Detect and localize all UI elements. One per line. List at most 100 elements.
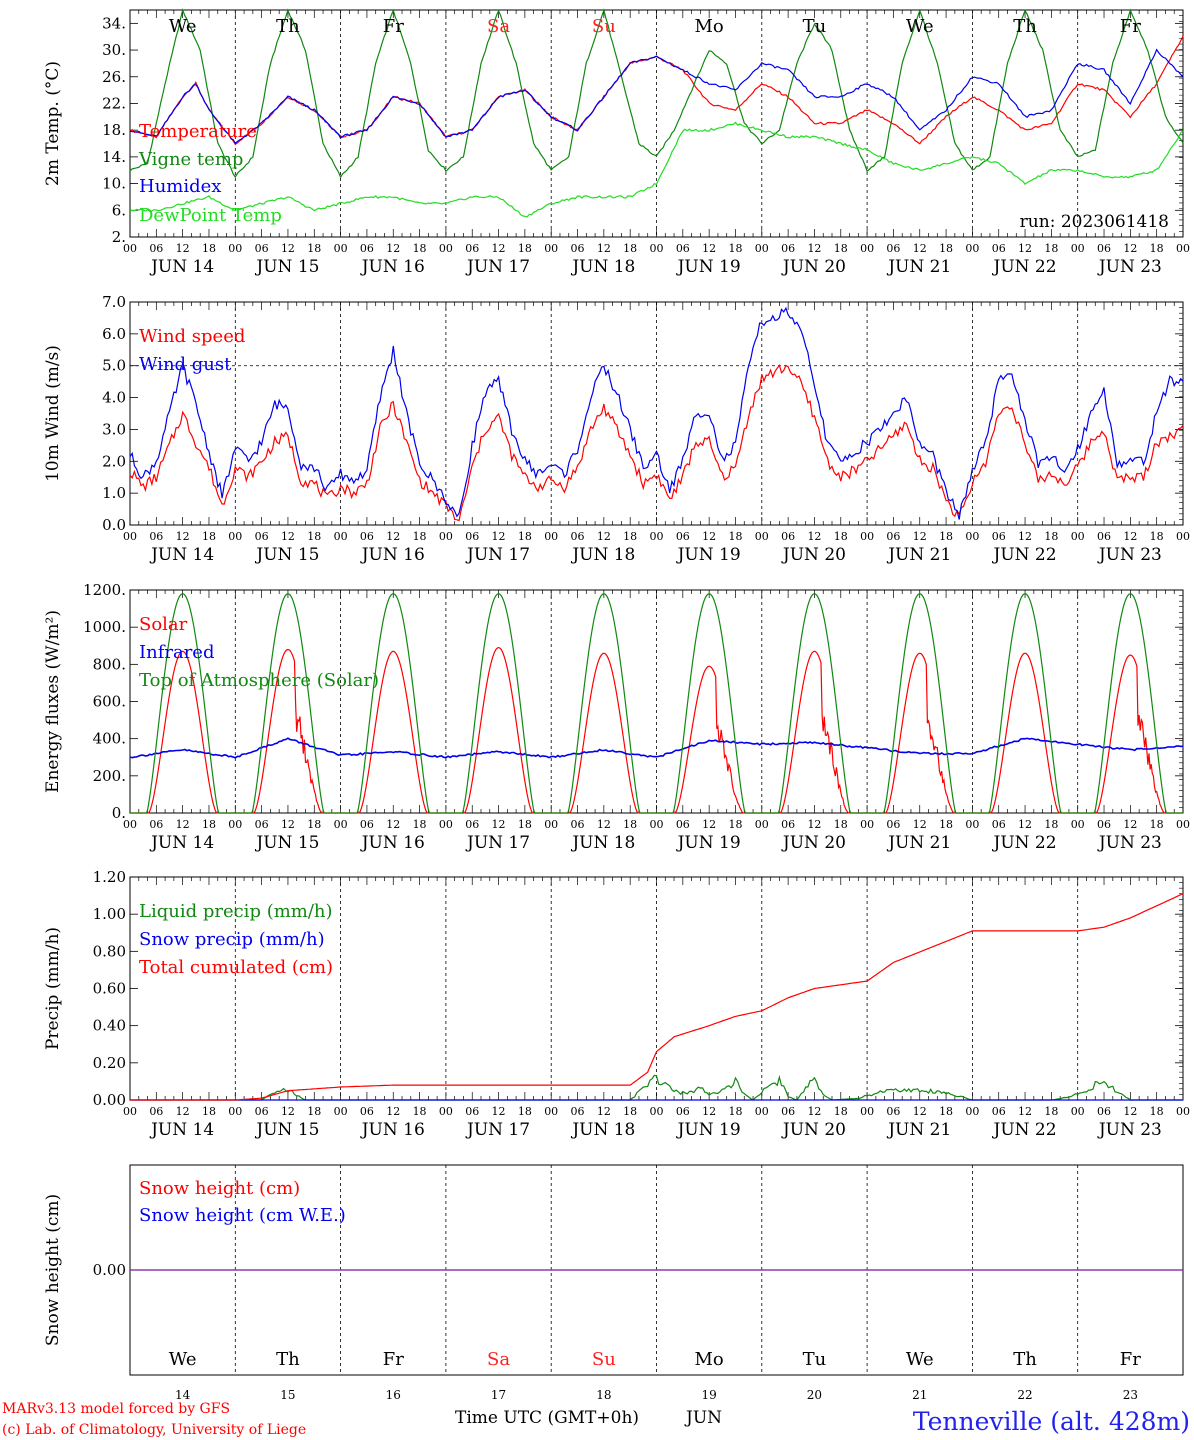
hour-tick-label: 12 (492, 818, 506, 831)
hour-tick-label: 12 (176, 530, 190, 543)
hour-tick-label: 06 (149, 242, 163, 255)
date-tick-label: JUN 14 (149, 1120, 214, 1140)
day-number-label: 17 (491, 1388, 506, 1402)
day-number-label: 23 (1123, 1388, 1138, 1402)
hour-tick-label: 12 (386, 1105, 400, 1118)
hour-tick-label: 00 (544, 530, 558, 543)
date-tick-label: JUN 14 (149, 257, 214, 277)
hour-tick-label: 12 (807, 1105, 821, 1118)
hour-tick-label: 00 (860, 1105, 874, 1118)
hour-tick-label: 12 (281, 818, 295, 831)
hour-tick-label: 00 (965, 1105, 979, 1118)
date-tick-label: JUN 20 (781, 833, 846, 853)
run-annotation: run: 2023061418 (1020, 212, 1169, 232)
hour-tick-label: 12 (913, 818, 927, 831)
hour-tick-label: 18 (834, 242, 848, 255)
weekday-label-bottom: Fr (383, 1349, 404, 1370)
series-wind-speed (129, 363, 1184, 522)
hour-tick-label: 12 (281, 1105, 295, 1118)
legend-label: Snow precip (mm/h) (139, 929, 325, 950)
hour-tick-label: 06 (992, 818, 1006, 831)
hour-tick-label: 18 (1150, 1105, 1164, 1118)
hour-tick-label: 18 (413, 530, 427, 543)
day-number-label: 20 (807, 1388, 822, 1402)
date-tick-label: JUN 18 (570, 1120, 635, 1140)
legend-label: Infrared (139, 642, 214, 663)
legend-label: Humidex (139, 176, 221, 197)
y-axis-label: Snow height (cm) (43, 1194, 63, 1346)
weekday-label-top: We (906, 16, 934, 37)
date-tick-label: JUN 15 (254, 545, 319, 565)
hour-tick-label: 12 (492, 530, 506, 543)
y-axis-label: Energy fluxes (W/m²) (43, 610, 63, 793)
day-number-label: 22 (1017, 1388, 1032, 1402)
hour-tick-label: 18 (518, 530, 532, 543)
day-number-label: 16 (386, 1388, 401, 1402)
hour-tick-label: 06 (571, 242, 585, 255)
y-tick-label: 0.0 (102, 516, 126, 534)
hour-tick-label: 00 (439, 530, 453, 543)
series-group (130, 893, 1184, 1101)
legend-label: Snow height (cm) (139, 1178, 300, 1199)
hour-tick-label: 12 (597, 818, 611, 831)
day-number-label: 21 (912, 1388, 927, 1402)
y-axis-label: 10m Wind (m/s) (43, 345, 63, 482)
hour-tick-label: 12 (597, 530, 611, 543)
y-minor-ticks (1179, 589, 1183, 814)
hour-tick-label: 06 (465, 1105, 479, 1118)
weekday-label-bottom: Fr (1120, 1349, 1141, 1370)
hour-tick-label: 12 (1018, 1105, 1032, 1118)
date-tick-label: JUN 14 (149, 833, 214, 853)
y-tick-label: 0.80 (93, 942, 126, 960)
hour-tick-label: 18 (1150, 530, 1164, 543)
snow-panel-day-row: We 14 Th 15 Fr 16 Sa 17 Su 18 Mo 19 Tu 20 We 21 Th 22 Fr 23 (169, 1349, 1141, 1402)
hour-tick-label: 00 (650, 1105, 664, 1118)
date-tick-label: JUN 23 (1097, 545, 1162, 565)
y-minor-ticks (1179, 876, 1183, 1101)
hour-tick-label: 12 (176, 1105, 190, 1118)
hour-tick-label: 00 (1176, 1105, 1190, 1118)
weekday-label-top: Fr (1120, 16, 1141, 37)
date-tick-label: JUN 22 (992, 545, 1057, 565)
y-tick-label: 18. (102, 121, 126, 139)
y-tick-label: 26. (102, 68, 126, 86)
hour-tick-label: 06 (886, 530, 900, 543)
hour-tick-label: 12 (1123, 818, 1137, 831)
hour-tick-label: 00 (860, 242, 874, 255)
hour-tick-label: 00 (860, 818, 874, 831)
date-tick-label: JUN 23 (1097, 833, 1162, 853)
y-tick-label: 0.60 (93, 980, 126, 998)
weekday-label-top: Th (276, 16, 300, 37)
weekday-label-bottom: Tu (803, 1349, 827, 1370)
day-number-label: 14 (175, 1388, 191, 1402)
hour-tick-label: 12 (913, 242, 927, 255)
y-tick-label: 800. (93, 655, 126, 673)
hour-tick-label: 18 (307, 818, 321, 831)
weekday-label-bottom: We (906, 1349, 934, 1370)
weekday-label-bottom: We (169, 1349, 197, 1370)
date-tick-label: JUN 15 (254, 833, 319, 853)
hour-tick-label: 00 (334, 530, 348, 543)
hour-tick-label: 12 (702, 818, 716, 831)
y-tick-label: 2. (112, 228, 126, 246)
hour-tick-label: 18 (1150, 242, 1164, 255)
hour-tick-label: 18 (834, 1105, 848, 1118)
weekday-label-top: Tu (803, 16, 827, 37)
hour-tick-label: 00 (1071, 818, 1085, 831)
hour-tick-label: 12 (1123, 1105, 1137, 1118)
hour-tick-label: 18 (413, 242, 427, 255)
y-tick-label: 400. (93, 730, 126, 748)
hour-tick-label: 12 (1018, 242, 1032, 255)
panel-text: 00 06 12 18 JUN 14 00 06 12 18 JUN 15 00 06 12 18 JUN … (43, 14, 1190, 1346)
hour-tick-label: 18 (413, 818, 427, 831)
hour-tick-label: 12 (492, 242, 506, 255)
legend-label: Liquid precip (mm/h) (139, 901, 333, 922)
weekday-label-bottom: Th (276, 1349, 300, 1370)
legend-label: Wind gust (139, 354, 232, 375)
hour-tick-label: 18 (1044, 1105, 1058, 1118)
series-infrared (129, 737, 1184, 759)
hour-tick-label: 00 (755, 818, 769, 831)
hour-tick-label: 00 (544, 1105, 558, 1118)
hour-tick-label: 18 (518, 818, 532, 831)
hour-tick-label: 00 (228, 242, 242, 255)
